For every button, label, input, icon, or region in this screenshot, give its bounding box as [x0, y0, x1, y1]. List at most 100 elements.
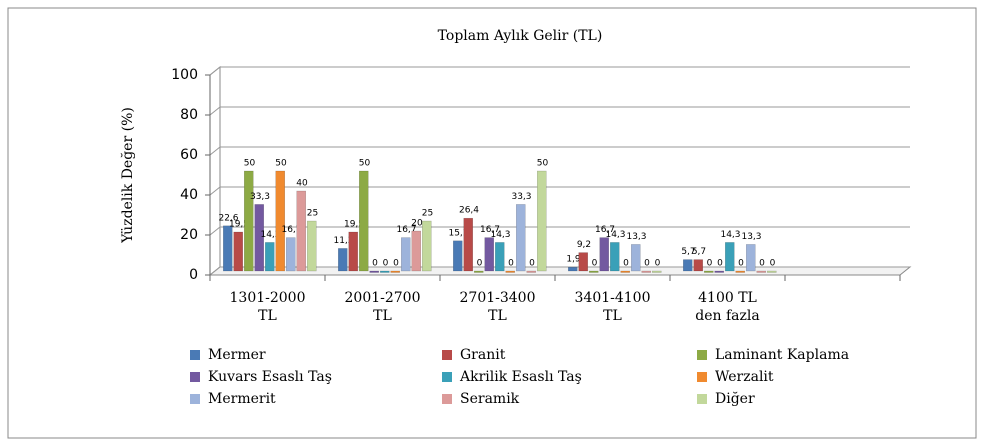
bar [348, 231, 358, 272]
legend-swatch [190, 350, 200, 360]
value-label: 0 [623, 259, 629, 269]
y-tick-label: 40 [180, 187, 198, 203]
bar [693, 259, 703, 272]
value-label: 33,3 [511, 192, 531, 202]
value-label: 0 [393, 259, 399, 269]
chart-border [7, 7, 977, 439]
value-label: 0 [717, 259, 723, 269]
value-label: 0 [759, 259, 765, 269]
value-label: 33,3 [250, 192, 270, 202]
bar [683, 259, 693, 272]
bar [526, 270, 536, 273]
legend-label: Werzalit [715, 369, 774, 385]
bar [359, 170, 369, 272]
y-tick-label: 60 [180, 147, 198, 163]
legend-swatch [190, 394, 200, 404]
bar [484, 237, 494, 272]
value-label: 50 [537, 159, 549, 169]
bar [505, 270, 515, 273]
value-label: 5,7 [681, 247, 695, 257]
bar [422, 220, 432, 272]
legend-swatch [697, 394, 707, 404]
bar [286, 237, 296, 272]
x-tick-label: 1301-2000 TL [229, 290, 306, 324]
value-label: 0 [655, 259, 661, 269]
value-label: 0 [383, 259, 389, 269]
legend-label: Mermerit [208, 391, 276, 407]
bar [610, 242, 620, 272]
bar [223, 225, 233, 272]
value-label: 1,9 [566, 255, 581, 265]
bar [704, 270, 714, 273]
value-label: 50 [359, 159, 371, 169]
legend-label: Granit [460, 347, 506, 363]
bar [380, 270, 390, 273]
bar [411, 230, 421, 272]
bar [369, 270, 379, 273]
value-label: 9,2 [577, 240, 591, 250]
legend-label: Laminant Kaplama [715, 347, 849, 363]
bar [735, 270, 745, 273]
bar [641, 270, 651, 273]
value-label: 16,7 [396, 225, 416, 235]
legend-label: Akrilik Esaslı Taş [459, 369, 582, 385]
legend-label: Seramik [460, 391, 520, 407]
legend-swatch [442, 394, 452, 404]
value-label: 0 [508, 259, 514, 269]
bar [244, 170, 254, 272]
value-label: 14,3 [490, 230, 510, 240]
back-wall [209, 65, 221, 277]
value-label: 15,1 [448, 228, 468, 238]
value-label: 13,3 [626, 232, 646, 242]
value-label: 14,3 [260, 230, 280, 240]
bar [463, 217, 473, 272]
y-tick-label: 80 [180, 107, 198, 123]
legend-swatch [442, 372, 452, 382]
bar [275, 170, 285, 272]
bar [338, 248, 348, 272]
legend-swatch [442, 350, 452, 360]
bar [756, 270, 766, 273]
value-label: 19,5 [229, 220, 249, 230]
value-label: 11,3 [333, 236, 353, 246]
grid-line [209, 186, 910, 196]
legend-swatch [697, 350, 707, 360]
value-label: 0 [477, 259, 483, 269]
value-label: 14,3 [720, 230, 740, 240]
bar [652, 270, 662, 273]
value-label: 25 [422, 209, 433, 219]
bar [453, 240, 463, 272]
value-label: 0 [707, 259, 713, 269]
bar [265, 242, 275, 272]
bar [495, 242, 505, 272]
bar [578, 252, 588, 272]
grid-line [209, 266, 910, 276]
y-tick-label: 20 [180, 227, 198, 243]
value-label: 14,3 [605, 230, 625, 240]
bar [307, 220, 317, 272]
grid-line [209, 146, 910, 156]
value-label: 0 [592, 259, 598, 269]
bar [589, 270, 599, 273]
y-tick-label: 100 [171, 67, 198, 83]
bar [390, 270, 400, 273]
bar [599, 237, 609, 272]
value-label: 16,7 [281, 225, 301, 235]
value-label: 16,7 [480, 225, 500, 235]
legend-label: Diğer [715, 391, 755, 407]
value-label: 20 [411, 219, 423, 229]
value-label: 22,6 [218, 213, 238, 223]
legend-label: Mermer [208, 347, 266, 363]
value-label: 25 [307, 209, 318, 219]
y-tick-label: 0 [189, 267, 198, 283]
grid-line [209, 226, 910, 236]
value-label: 50 [275, 159, 287, 169]
bar [620, 270, 630, 273]
value-label: 0 [529, 259, 535, 269]
value-label: 0 [372, 259, 378, 269]
value-label: 5,7 [692, 247, 706, 257]
value-label: 26,4 [459, 206, 479, 216]
bar [631, 244, 641, 272]
bar [767, 270, 777, 273]
